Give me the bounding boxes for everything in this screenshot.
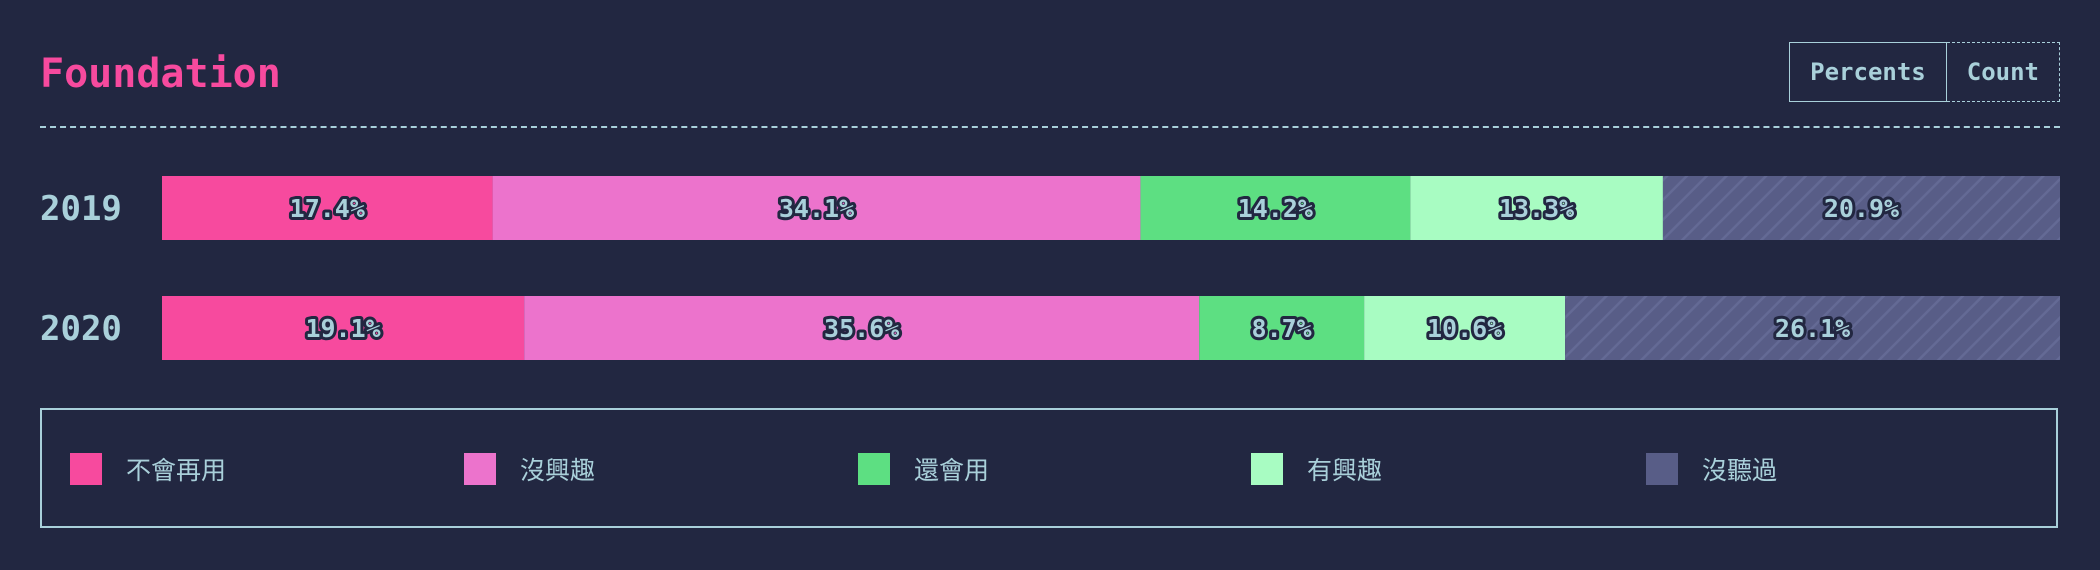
- data-label: 14.2%: [1238, 194, 1313, 223]
- legend-swatch: [1251, 453, 1283, 485]
- count-toggle-button[interactable]: Count: [1946, 42, 2060, 102]
- bar-segment[interactable]: [1565, 296, 2060, 360]
- bar-segment[interactable]: [1364, 296, 1566, 360]
- data-label: 13.3%: [1499, 194, 1574, 223]
- bars-layer: 2019 17.4% 34.1% 14.2% 13.3% 20.9% 2020 19.1% 35…: [40, 176, 2060, 360]
- header-divider: [40, 126, 2060, 128]
- data-label: 17.4%: [290, 194, 365, 223]
- bar-segment[interactable]: [492, 176, 1141, 240]
- category-label: 2020: [40, 309, 122, 349]
- data-label: 10.6%: [1427, 314, 1502, 343]
- legend-swatch: [1646, 453, 1678, 485]
- data-label: 34.1%: [779, 194, 854, 223]
- legend-item[interactable]: 有興趣: [1251, 453, 1382, 485]
- legend-label: 還會用: [914, 456, 990, 485]
- legend-label: 不會再用: [126, 456, 227, 485]
- bar-segment[interactable]: [1410, 176, 1663, 240]
- data-label: 26.1%: [1775, 314, 1850, 343]
- legend-item[interactable]: 還會用: [858, 453, 989, 485]
- percents-toggle-button[interactable]: Percents: [1789, 42, 1947, 102]
- legend-item[interactable]: 沒聽過: [1646, 453, 1777, 485]
- legend-label: 沒興趣: [520, 456, 596, 485]
- view-toggle: Percents Count: [1789, 42, 2060, 102]
- bar-segment[interactable]: [1140, 176, 1411, 240]
- data-label: 20.9%: [1824, 194, 1899, 223]
- chart-legend: 不會再用 沒興趣 還會用 有興趣 沒聽過: [40, 408, 2058, 528]
- data-label: 8.7%: [1252, 314, 1312, 343]
- chart-title: Foundation: [40, 51, 281, 97]
- data-label: 35.6%: [824, 314, 899, 343]
- bar-segment[interactable]: [524, 296, 1200, 360]
- bar-segment[interactable]: [1662, 176, 2060, 240]
- bar-segment[interactable]: [162, 296, 525, 360]
- legend-item[interactable]: 沒興趣: [464, 453, 595, 485]
- category-label: 2019: [40, 189, 122, 229]
- legend-label: 沒聽過: [1702, 456, 1778, 485]
- legend-swatch: [464, 453, 496, 485]
- legend-swatch: [70, 453, 102, 485]
- chart-header: Foundation Percents Count: [40, 38, 2060, 128]
- data-label: 19.1%: [305, 314, 380, 343]
- bar-segment[interactable]: [1199, 296, 1365, 360]
- legend-item[interactable]: 不會再用: [70, 453, 226, 485]
- stacked-bar-chart: 2019 17.4% 34.1% 14.2% 13.3% 20.9% 2020 19.1% 35…: [40, 176, 2060, 360]
- legend-label: 有興趣: [1307, 456, 1383, 485]
- legend-swatch: [858, 453, 890, 485]
- bar-segment[interactable]: [162, 176, 493, 240]
